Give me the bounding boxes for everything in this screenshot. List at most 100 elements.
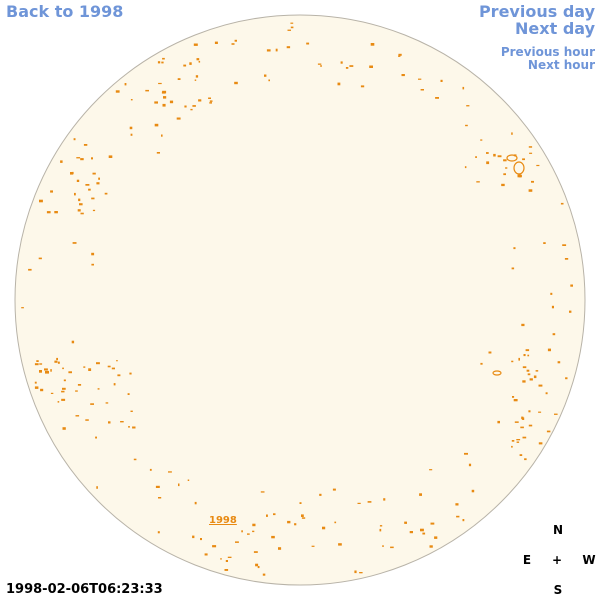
contour <box>518 174 522 178</box>
contour <box>117 374 121 377</box>
contour <box>111 367 115 370</box>
contour <box>370 43 375 46</box>
contour <box>162 57 165 60</box>
contour <box>96 182 100 185</box>
contour <box>85 419 89 421</box>
contour <box>184 105 187 108</box>
contour <box>360 85 365 88</box>
contour <box>565 377 568 380</box>
contour <box>278 547 282 550</box>
contour <box>301 517 306 519</box>
contour <box>260 491 265 493</box>
contour <box>379 528 382 532</box>
contour <box>287 520 291 524</box>
contour <box>319 493 322 496</box>
contour <box>476 181 480 183</box>
contour <box>68 371 72 374</box>
contour <box>161 134 163 137</box>
contour <box>83 144 88 146</box>
contour <box>234 81 238 85</box>
contour <box>528 146 533 148</box>
contour <box>516 441 520 443</box>
contour <box>71 340 75 344</box>
contour <box>332 488 336 491</box>
previous-hour-link[interactable]: Previous hour <box>500 45 595 59</box>
next-hour-link[interactable]: Next hour <box>527 58 595 72</box>
contour <box>528 410 531 413</box>
contour <box>521 323 525 327</box>
contour <box>503 173 506 176</box>
compass-east: E <box>522 553 532 567</box>
contour <box>513 399 518 402</box>
contour <box>545 392 548 395</box>
contour <box>155 485 160 488</box>
contour <box>306 42 310 45</box>
contour <box>525 349 530 352</box>
contour <box>379 525 383 527</box>
contour <box>107 365 111 368</box>
contour <box>522 366 527 369</box>
contour <box>520 426 524 429</box>
contour <box>116 360 118 362</box>
contour <box>77 384 82 386</box>
contour <box>501 183 505 187</box>
contour <box>183 64 187 67</box>
contour <box>266 49 271 52</box>
contour <box>194 501 197 505</box>
contour <box>294 523 297 526</box>
contour <box>61 390 65 393</box>
contour <box>506 154 518 162</box>
contour <box>97 388 100 390</box>
contour <box>76 157 81 159</box>
contour <box>337 82 341 86</box>
contour <box>529 152 533 154</box>
contour <box>311 545 315 547</box>
contour <box>409 531 413 534</box>
contour <box>551 305 554 309</box>
contour <box>522 158 525 161</box>
contour <box>130 99 133 101</box>
contour <box>526 369 530 372</box>
contour <box>554 413 558 415</box>
contour <box>317 63 322 65</box>
contour <box>130 410 133 412</box>
contour <box>104 192 108 195</box>
contour <box>129 372 132 375</box>
contour <box>570 284 573 287</box>
contour <box>80 212 84 215</box>
contour <box>440 79 443 82</box>
solar-disk <box>14 14 586 586</box>
contour <box>536 164 540 167</box>
contour <box>95 436 97 439</box>
compass-west: W <box>582 553 596 567</box>
contour <box>465 124 468 127</box>
contour <box>168 471 172 473</box>
contour <box>418 78 422 80</box>
contour <box>462 86 465 90</box>
contours <box>21 22 573 576</box>
contour <box>157 531 160 534</box>
contour <box>162 90 167 94</box>
contour <box>527 354 530 357</box>
contour <box>354 570 357 574</box>
contour <box>74 192 76 196</box>
contour <box>338 543 342 546</box>
contour <box>538 384 543 387</box>
contour <box>273 513 276 516</box>
disk-label[interactable]: 1998 <box>209 515 237 526</box>
contour <box>513 247 516 250</box>
contour <box>357 502 361 504</box>
contour <box>497 155 502 158</box>
contour <box>77 209 81 212</box>
contour <box>527 373 531 376</box>
previous-day-link[interactable]: Previous day <box>478 2 595 21</box>
contour <box>253 551 258 553</box>
contour <box>422 532 426 535</box>
contour <box>512 396 515 398</box>
contour <box>569 310 572 313</box>
contour <box>522 380 526 383</box>
next-day-link[interactable]: Next day <box>515 19 595 38</box>
contour <box>54 360 58 363</box>
back-link[interactable]: Back to 1998 <box>6 2 124 21</box>
